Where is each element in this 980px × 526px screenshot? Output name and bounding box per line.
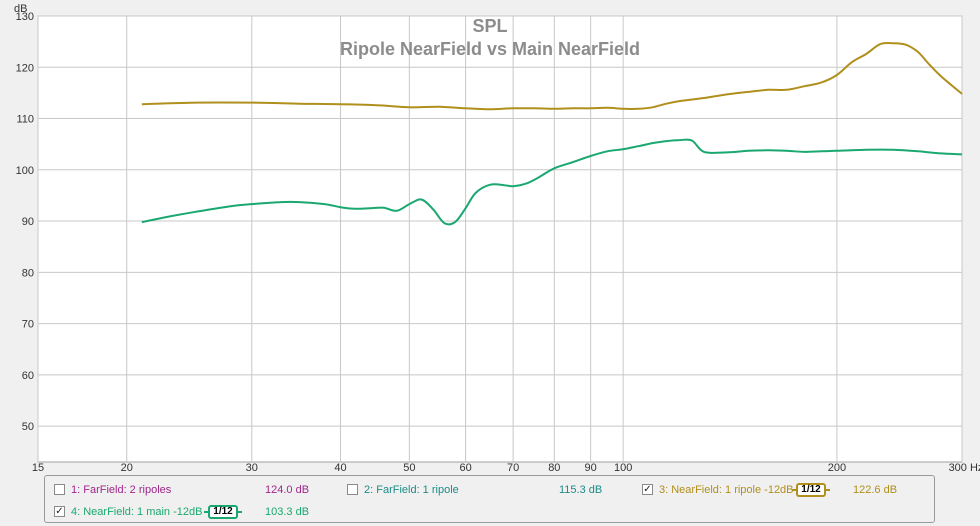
y-tick-label: 130 bbox=[16, 11, 34, 23]
smoothing-badge-3[interactable]: 1/12 bbox=[792, 483, 830, 497]
legend-value-2: 115.3 dB bbox=[559, 484, 603, 496]
legend-label-4: 4: NearField: 1 main -12dB bbox=[71, 506, 203, 518]
series-group bbox=[141, 41, 963, 226]
x-tick-label: 80 bbox=[548, 462, 560, 474]
legend-checkbox-4[interactable]: ✓ bbox=[54, 506, 65, 517]
smoothing-label-4: 1/12 bbox=[208, 505, 238, 519]
y-tick-label: 90 bbox=[22, 216, 34, 228]
x-tick-label: 100 bbox=[614, 462, 632, 474]
legend-value-3: 122.6 dB bbox=[853, 484, 898, 496]
chart-subtitle: Ripole NearField vs Main NearField bbox=[340, 39, 640, 59]
y-tick-labels: 50 60 70 80 90 100 110 120 130 bbox=[16, 11, 34, 433]
legend-checkbox-1[interactable] bbox=[54, 484, 65, 495]
spl-chart: 50 60 70 80 90 100 110 120 130 15 20 30 40 50 60 70 80 9… bbox=[14, 3, 980, 474]
x-tick-label: 50 bbox=[403, 462, 415, 474]
x-tick-labels: 15 20 30 40 50 60 70 80 90 100 200 300 Hz bbox=[32, 462, 980, 474]
x-tick-label: 300 Hz bbox=[949, 462, 980, 474]
legend-label-3: 3: NearField: 1 ripole -12dB bbox=[659, 484, 794, 496]
x-tick-label: 60 bbox=[459, 462, 471, 474]
legend-checkbox-2[interactable] bbox=[347, 484, 358, 495]
y-tick-label: 80 bbox=[22, 267, 34, 279]
x-tick-label: 40 bbox=[334, 462, 346, 474]
legend-label-1: 1: FarField: 2 ripoles bbox=[71, 484, 172, 496]
y-tick-label: 120 bbox=[16, 62, 34, 74]
series-line-1 bbox=[141, 41, 963, 111]
legend-value-1: 124.0 dB bbox=[265, 484, 310, 496]
x-tick-label: 15 bbox=[32, 462, 44, 474]
chart-title: SPL bbox=[472, 16, 507, 36]
y-tick-label: 70 bbox=[22, 319, 34, 331]
legend-label-2: 2: FarField: 1 ripole bbox=[364, 484, 459, 496]
y-tick-label: 60 bbox=[22, 370, 34, 382]
smoothing-label-3: 1/12 bbox=[796, 483, 826, 497]
legend-panel: 1: FarField: 2 ripoles 124.0 dB 2: FarFi… bbox=[44, 475, 935, 523]
y-tick-label: 110 bbox=[16, 114, 34, 126]
x-tick-label: 30 bbox=[246, 462, 258, 474]
legend-value-4: 103.3 dB bbox=[265, 506, 310, 518]
plot-area bbox=[37, 15, 963, 463]
x-tick-label: 20 bbox=[121, 462, 133, 474]
grid bbox=[37, 15, 963, 462]
x-tick-label: 70 bbox=[507, 462, 519, 474]
x-tick-label: 200 bbox=[828, 462, 846, 474]
x-tick-label: 90 bbox=[585, 462, 597, 474]
y-tick-label: 50 bbox=[22, 421, 34, 433]
y-axis-unit: dB bbox=[14, 3, 27, 15]
legend-checkbox-3[interactable]: ✓ bbox=[642, 484, 653, 495]
series-line-2 bbox=[141, 138, 963, 226]
smoothing-badge-4[interactable]: 1/12 bbox=[204, 505, 242, 519]
y-tick-label: 100 bbox=[16, 165, 34, 177]
